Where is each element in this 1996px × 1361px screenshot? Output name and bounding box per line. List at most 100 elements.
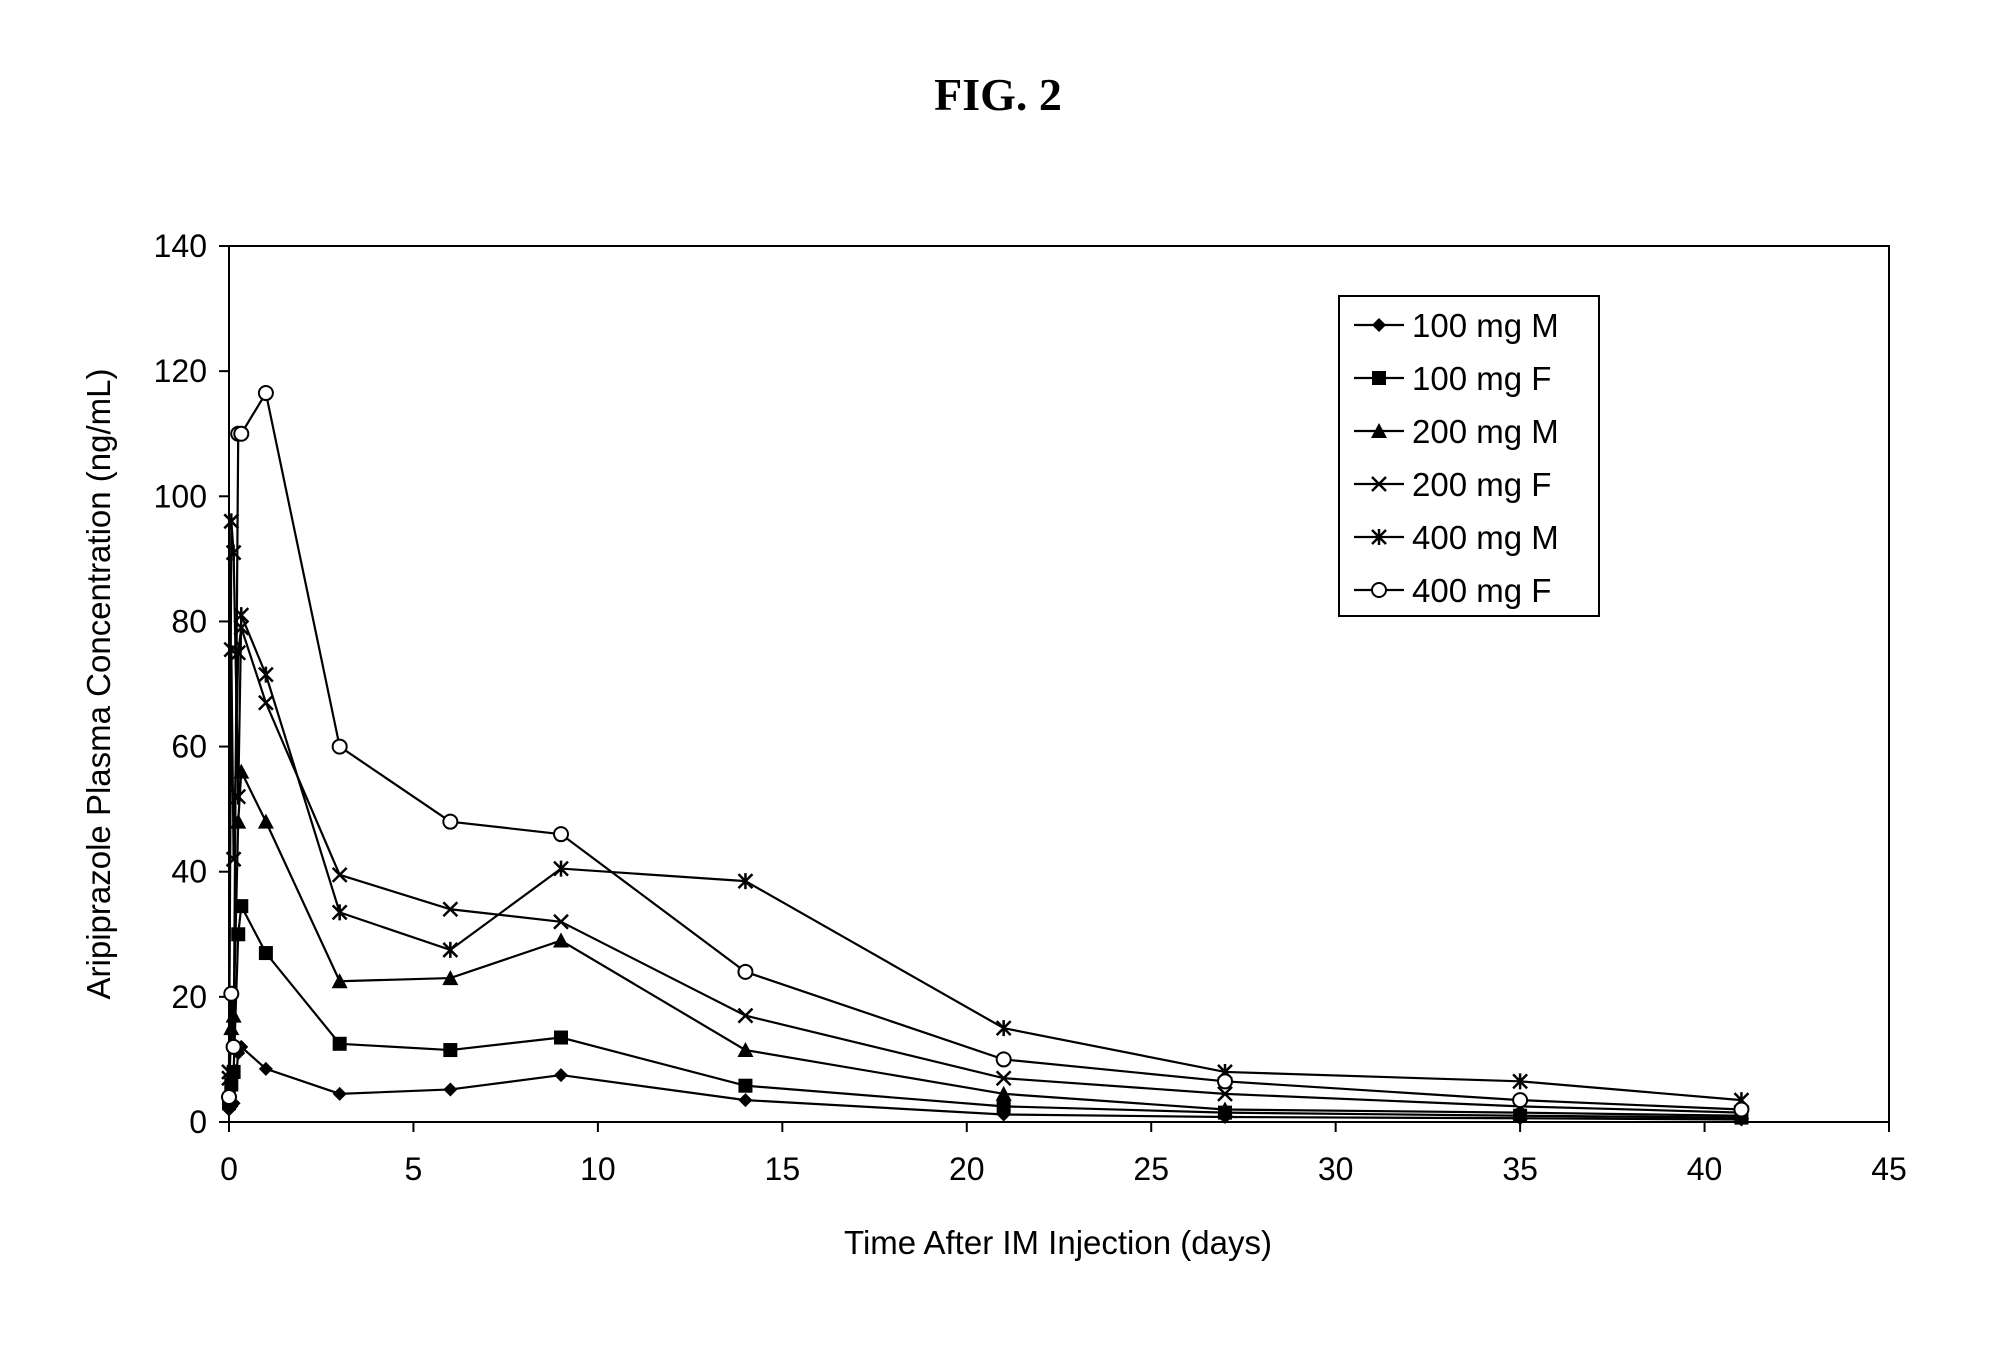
series-line-100-mg-m (228, 1045, 1742, 1121)
legend-item-100-mg-f: 100 mg F (1354, 360, 1551, 397)
legend-label: 200 mg M (1412, 413, 1559, 450)
legend-marker (1372, 318, 1386, 332)
legend-label: 100 mg M (1412, 307, 1559, 344)
data-point-400-mg-m (553, 860, 569, 877)
y-tick-label: 120 (154, 353, 207, 389)
series-layer (221, 385, 1750, 1127)
data-point-200-mg-m (553, 932, 569, 948)
data-point-400-mg-m (737, 873, 754, 890)
legend: 100 mg M 100 mg F 200 mg M 200 mg F 400 mg M… (1338, 295, 1600, 617)
x-tick-label: 20 (949, 1151, 985, 1187)
y-tick-label: 0 (189, 1104, 207, 1140)
data-point-400-mg-m (223, 513, 240, 530)
data-point-200-mg-f (737, 1007, 754, 1024)
series-400-mg-f (221, 385, 1750, 1118)
data-point-200-mg-f (553, 913, 569, 930)
data-point-200-mg-m (442, 970, 459, 986)
data-point-100-mg-m (554, 1068, 568, 1083)
legend-marker (1372, 371, 1386, 385)
data-point-400-mg-f (257, 385, 274, 402)
x-tick-label: 0 (220, 1151, 238, 1187)
x-tick-label: 30 (1318, 1151, 1354, 1187)
data-point-100-mg-f (443, 1043, 458, 1058)
data-point-400-mg-m (995, 1020, 1012, 1037)
legend-box (1338, 295, 1600, 617)
data-point-200-mg-m (737, 1042, 754, 1058)
legend-label: 100 mg F (1412, 360, 1551, 397)
series-line-200-mg-f (227, 627, 1742, 1114)
legend-marker (1371, 582, 1387, 598)
data-point-400-mg-f (331, 738, 348, 755)
data-point-200-mg-f (995, 1070, 1012, 1087)
legend-marker (1371, 476, 1387, 492)
axis-ticks: 0 5 10 15 20 25 30 35 40 45 0 20 40 60 80 100 120 140 (154, 228, 1907, 1187)
data-point-400-mg-f (1733, 1101, 1750, 1118)
figure-title: FIG. 2 (934, 69, 1062, 120)
legend-marker (1371, 423, 1387, 438)
x-tick-label: 5 (405, 1151, 423, 1187)
data-point-100-mg-f (258, 946, 273, 961)
data-point-400-mg-f (442, 813, 459, 830)
y-tick-label: 80 (171, 603, 207, 639)
data-point-200-mg-m (257, 813, 274, 829)
data-point-200-mg-m (1217, 1101, 1233, 1117)
legend-item-100-mg-m: 100 mg M (1354, 307, 1559, 344)
series-line-400-mg-m (227, 521, 1742, 1102)
data-point-400-mg-m (331, 904, 348, 921)
data-point-200-mg-m (995, 1085, 1012, 1101)
legend-item-200-mg-m: 200 mg M (1354, 413, 1559, 450)
series-line-400-mg-f (227, 390, 1742, 1111)
legend-item-400-mg-f: 400 mg F (1354, 572, 1551, 609)
data-point-100-mg-f (234, 899, 249, 914)
x-tick-label: 45 (1871, 1151, 1907, 1187)
data-point-400-mg-f (1512, 1092, 1529, 1109)
data-point-100-mg-m (443, 1082, 458, 1097)
legend-label: 400 mg F (1412, 572, 1551, 609)
data-point-200-mg-m (331, 973, 348, 989)
data-point-200-mg-f (1217, 1085, 1233, 1102)
y-tick-label: 20 (171, 979, 207, 1015)
y-tick-label: 100 (154, 478, 207, 514)
y-axis-label: Aripiprazole Plasma Concentration (ng/mL… (80, 369, 117, 1000)
x-tick-label: 40 (1687, 1151, 1723, 1187)
legend-label: 400 mg M (1412, 519, 1559, 556)
y-tick-label: 60 (171, 729, 207, 765)
data-point-400-mg-f (221, 1088, 237, 1105)
x-tick-label: 25 (1133, 1151, 1169, 1187)
x-tick-label: 15 (765, 1151, 801, 1187)
data-point-100-mg-m (738, 1093, 753, 1108)
data-point-200-mg-f (442, 901, 459, 918)
y-tick-label: 140 (154, 228, 207, 264)
legend-item-400-mg-m: 400 mg M (1354, 519, 1559, 556)
data-point-100-mg-f (332, 1036, 347, 1051)
data-point-400-mg-f (737, 963, 754, 980)
legend-marker (1371, 529, 1387, 545)
data-point-100-mg-f (554, 1030, 568, 1045)
y-tick-label: 40 (171, 854, 207, 890)
data-point-400-mg-f (995, 1051, 1012, 1068)
data-point-400-mg-f (233, 425, 250, 442)
data-point-100-mg-m (332, 1086, 347, 1101)
data-point-100-mg-f (996, 1099, 1011, 1114)
data-point-400-mg-m (258, 666, 274, 683)
data-point-400-mg-m (230, 788, 247, 805)
data-point-200-mg-f (331, 866, 348, 883)
x-tick-label: 10 (580, 1151, 616, 1187)
legend-label: 200 mg F (1412, 466, 1551, 503)
data-point-400-mg-f (553, 826, 569, 843)
data-point-200-mg-f (230, 644, 247, 661)
data-point-100-mg-f (738, 1078, 753, 1093)
data-point-400-mg-f (225, 1038, 242, 1055)
plot-area (228, 245, 1890, 1123)
data-point-400-mg-m (1512, 1073, 1528, 1090)
legend-item-200-mg-f: 200 mg F (1354, 466, 1551, 503)
data-point-200-mg-m (1512, 1104, 1529, 1120)
data-point-100-mg-m (258, 1061, 273, 1076)
data-point-400-mg-m (442, 941, 459, 958)
data-point-400-mg-f (223, 985, 240, 1002)
data-point-200-mg-f (258, 694, 274, 711)
x-axis-label: Time After IM Injection (days) (844, 1224, 1272, 1261)
x-tick-label: 35 (1502, 1151, 1538, 1187)
data-point-400-mg-f (1217, 1073, 1233, 1090)
